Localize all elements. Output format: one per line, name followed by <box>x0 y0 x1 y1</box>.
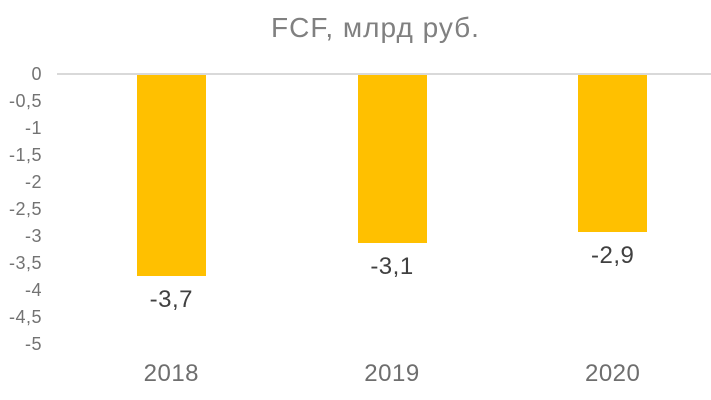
y-axis-tick-label: 0 <box>31 63 42 84</box>
y-axis-tick-label: -3 <box>24 225 42 246</box>
data-label-2018: -3,7 <box>149 285 193 313</box>
y-axis-tick-label: -2,5 <box>8 198 42 219</box>
bar-2018 <box>136 75 206 276</box>
y-axis-tick-label: -3,5 <box>8 252 42 273</box>
x-axis-category-label: 2018 <box>143 360 200 387</box>
y-axis-tick-label: -5 <box>24 334 42 354</box>
chart-title: FCF, млрд руб. <box>271 12 480 43</box>
y-axis-tick-label: -1 <box>24 117 42 138</box>
data-label-2020: -2,9 <box>590 242 635 270</box>
y-axis-tick-label: -0,5 <box>8 90 42 111</box>
y-axis-tick-label: -2 <box>24 171 42 192</box>
y-axis-tick-label: -4 <box>24 279 42 300</box>
data-label-2019: -3,1 <box>370 253 414 281</box>
y-axis-tick-label: -1,5 <box>8 144 42 165</box>
bar-2019 <box>357 75 427 244</box>
zero-axis-line <box>57 73 711 75</box>
x-axis-category-label: 2019 <box>364 360 420 387</box>
x-axis-category-label: 2020 <box>584 360 641 387</box>
y-axis-tick-label: -4,5 <box>8 306 42 327</box>
bar-2020 <box>578 75 648 233</box>
